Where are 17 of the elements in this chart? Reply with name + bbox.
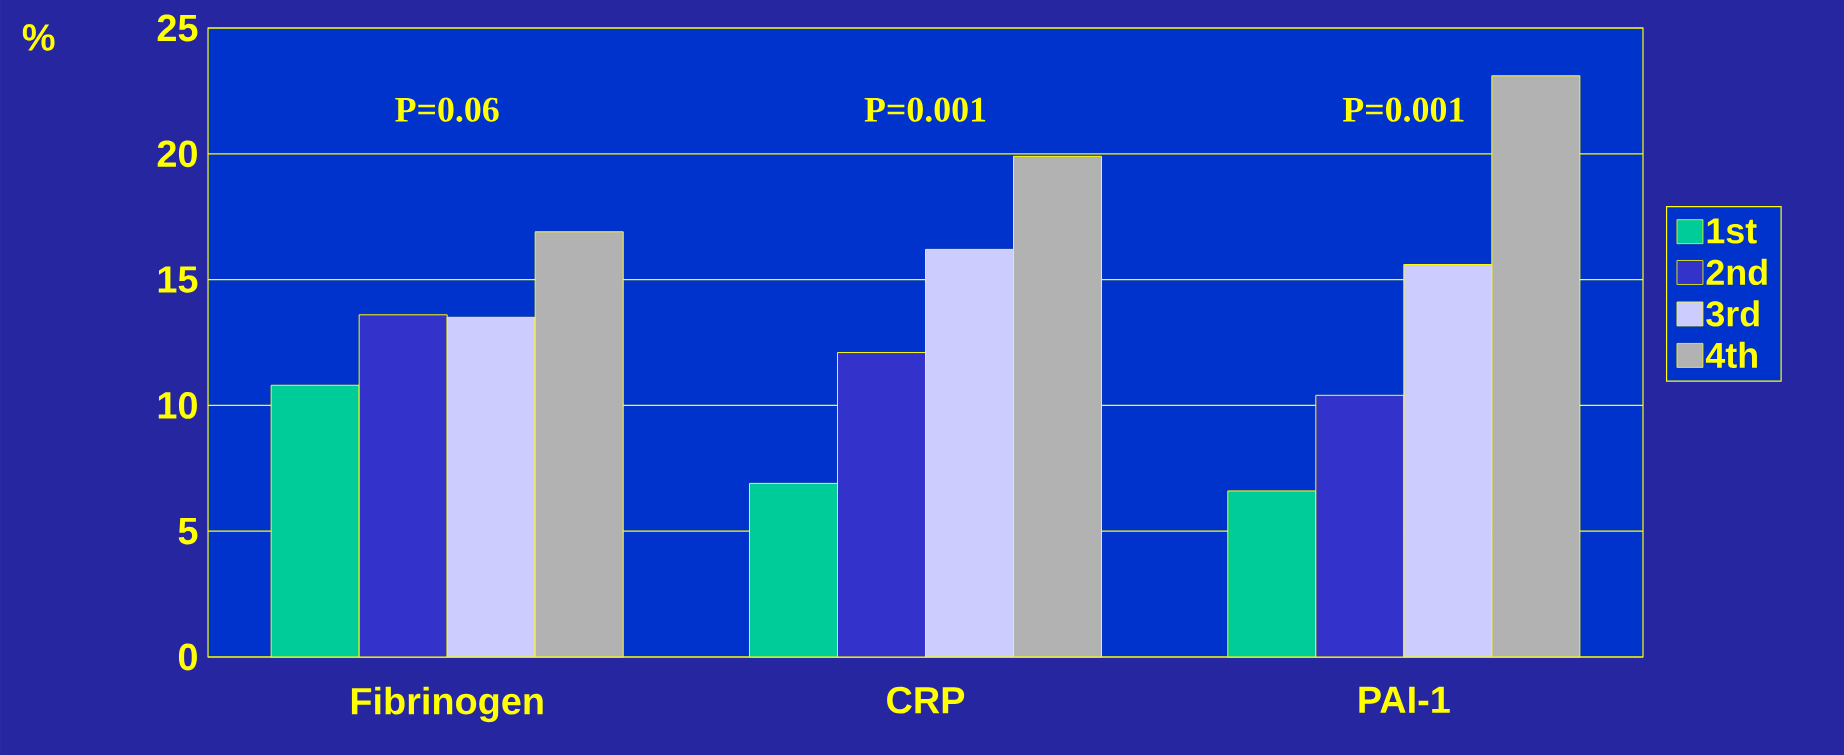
y-tick-label: 25 (157, 14, 198, 42)
legend-label: 4th (1705, 341, 1757, 368)
legend-label: 3rd (1706, 300, 1759, 327)
y-tick-label: 5 (178, 517, 198, 545)
y-tick-label: 15 (158, 266, 198, 293)
x-tick-label: PAI-1 (1359, 686, 1450, 713)
annotation: P=0.001 (864, 97, 986, 122)
legend-label: 2nd (1706, 258, 1767, 286)
y-axis-title: % (22, 24, 55, 51)
y-tick-label: 10 (158, 391, 197, 419)
annotation: P=0.001 (1342, 97, 1464, 122)
annotation: P=0.06 (395, 97, 499, 122)
x-tick-label: CRP (887, 686, 965, 714)
legend-label: 1st (1707, 218, 1757, 244)
x-tick-label: Fibrinogen (351, 686, 543, 723)
y-tick-label: 20 (157, 140, 197, 168)
y-tick-label: 0 (178, 643, 197, 671)
